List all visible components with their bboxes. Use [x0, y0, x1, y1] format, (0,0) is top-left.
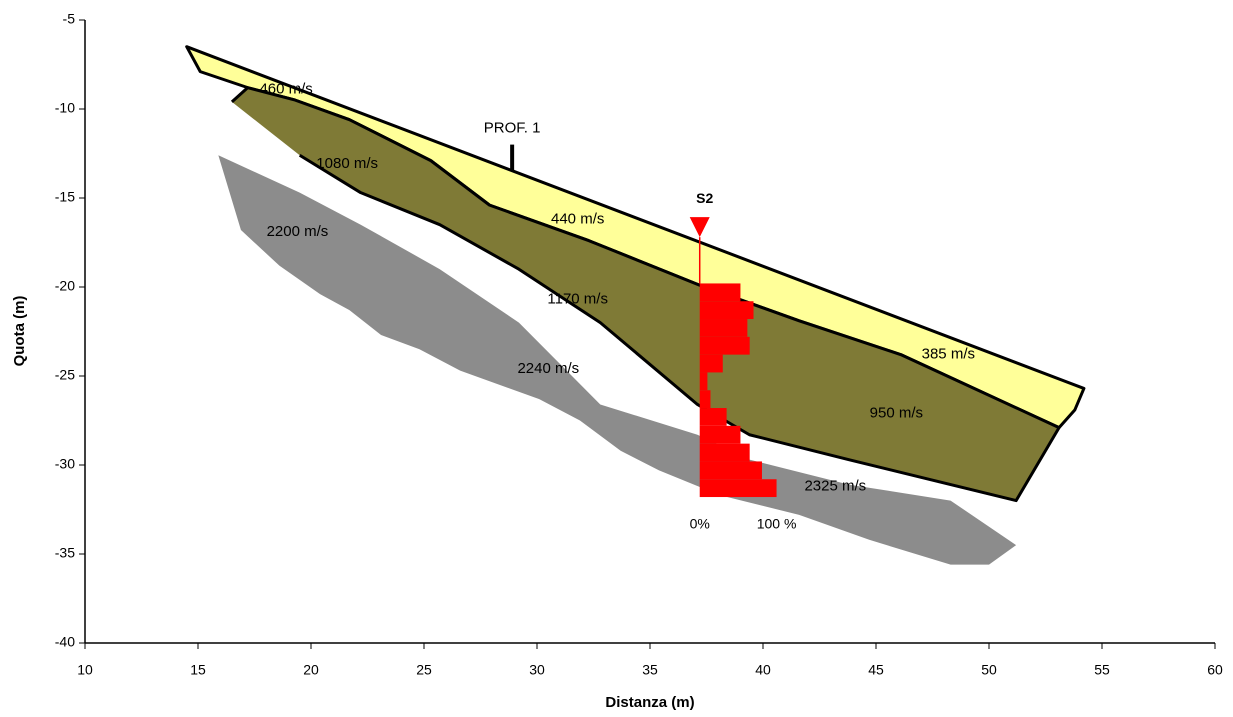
histogram-bar: [700, 355, 723, 373]
y-tick-label: -40: [55, 634, 75, 650]
x-tick-label: 10: [77, 662, 93, 678]
x-tick-label: 60: [1207, 662, 1223, 678]
x-tick-label: 40: [755, 662, 771, 678]
y-tick-label: -15: [55, 189, 75, 205]
velocity-label: 2325 m/s: [804, 477, 866, 494]
x-axis-title: Distanza (m): [605, 694, 694, 711]
histogram-bar: [700, 319, 748, 337]
borehole-marker: [690, 217, 710, 237]
x-tick-label: 20: [303, 662, 319, 678]
velocity-label: 2200 m/s: [267, 223, 329, 240]
velocity-label: 950 m/s: [870, 404, 923, 421]
velocity-label: 440 m/s: [551, 210, 604, 227]
y-tick-label: -10: [55, 100, 75, 116]
y-tick-label: -30: [55, 456, 75, 472]
y-tick-label: -35: [55, 545, 75, 561]
histogram-bar: [700, 444, 750, 462]
percent-label: 100 %: [757, 516, 797, 532]
x-tick-label: 25: [416, 662, 432, 678]
velocity-label: 1080 m/s: [316, 155, 378, 172]
velocity-label: 1170 m/s: [547, 290, 608, 307]
y-axis-title: Quota (m): [11, 296, 28, 367]
x-tick-label: 50: [981, 662, 997, 678]
velocity-label: 385 m/s: [922, 346, 975, 363]
x-tick-label: 45: [868, 662, 884, 678]
borehole-label: S2: [696, 190, 713, 206]
x-tick-label: 35: [642, 662, 658, 678]
y-tick-label: -5: [63, 11, 76, 27]
histogram-bar: [700, 283, 741, 301]
histogram-bar: [700, 408, 727, 426]
histogram-bar: [700, 461, 762, 479]
chart: Distanza (m) Quota (m) -40 -35 -30 -25 -20 -1…: [0, 0, 1233, 717]
velocity-label: 460 m/s: [259, 80, 312, 97]
histogram-bar: [700, 479, 777, 497]
profile-label: PROF. 1: [484, 120, 541, 137]
x-tick-label: 55: [1094, 662, 1110, 678]
y-tick-label: -25: [55, 367, 75, 383]
percent-label: 0%: [690, 516, 710, 532]
histogram-bar: [700, 337, 750, 355]
y-tick-label: -20: [55, 278, 75, 294]
x-tick-label: 15: [190, 662, 206, 678]
x-tick-label: 30: [529, 662, 545, 678]
histogram-bar: [700, 301, 754, 319]
velocity-label: 2240 m/s: [517, 360, 579, 377]
histogram-bar: [700, 426, 741, 444]
histogram-bar: [700, 372, 708, 390]
histogram-bar: [700, 390, 711, 408]
